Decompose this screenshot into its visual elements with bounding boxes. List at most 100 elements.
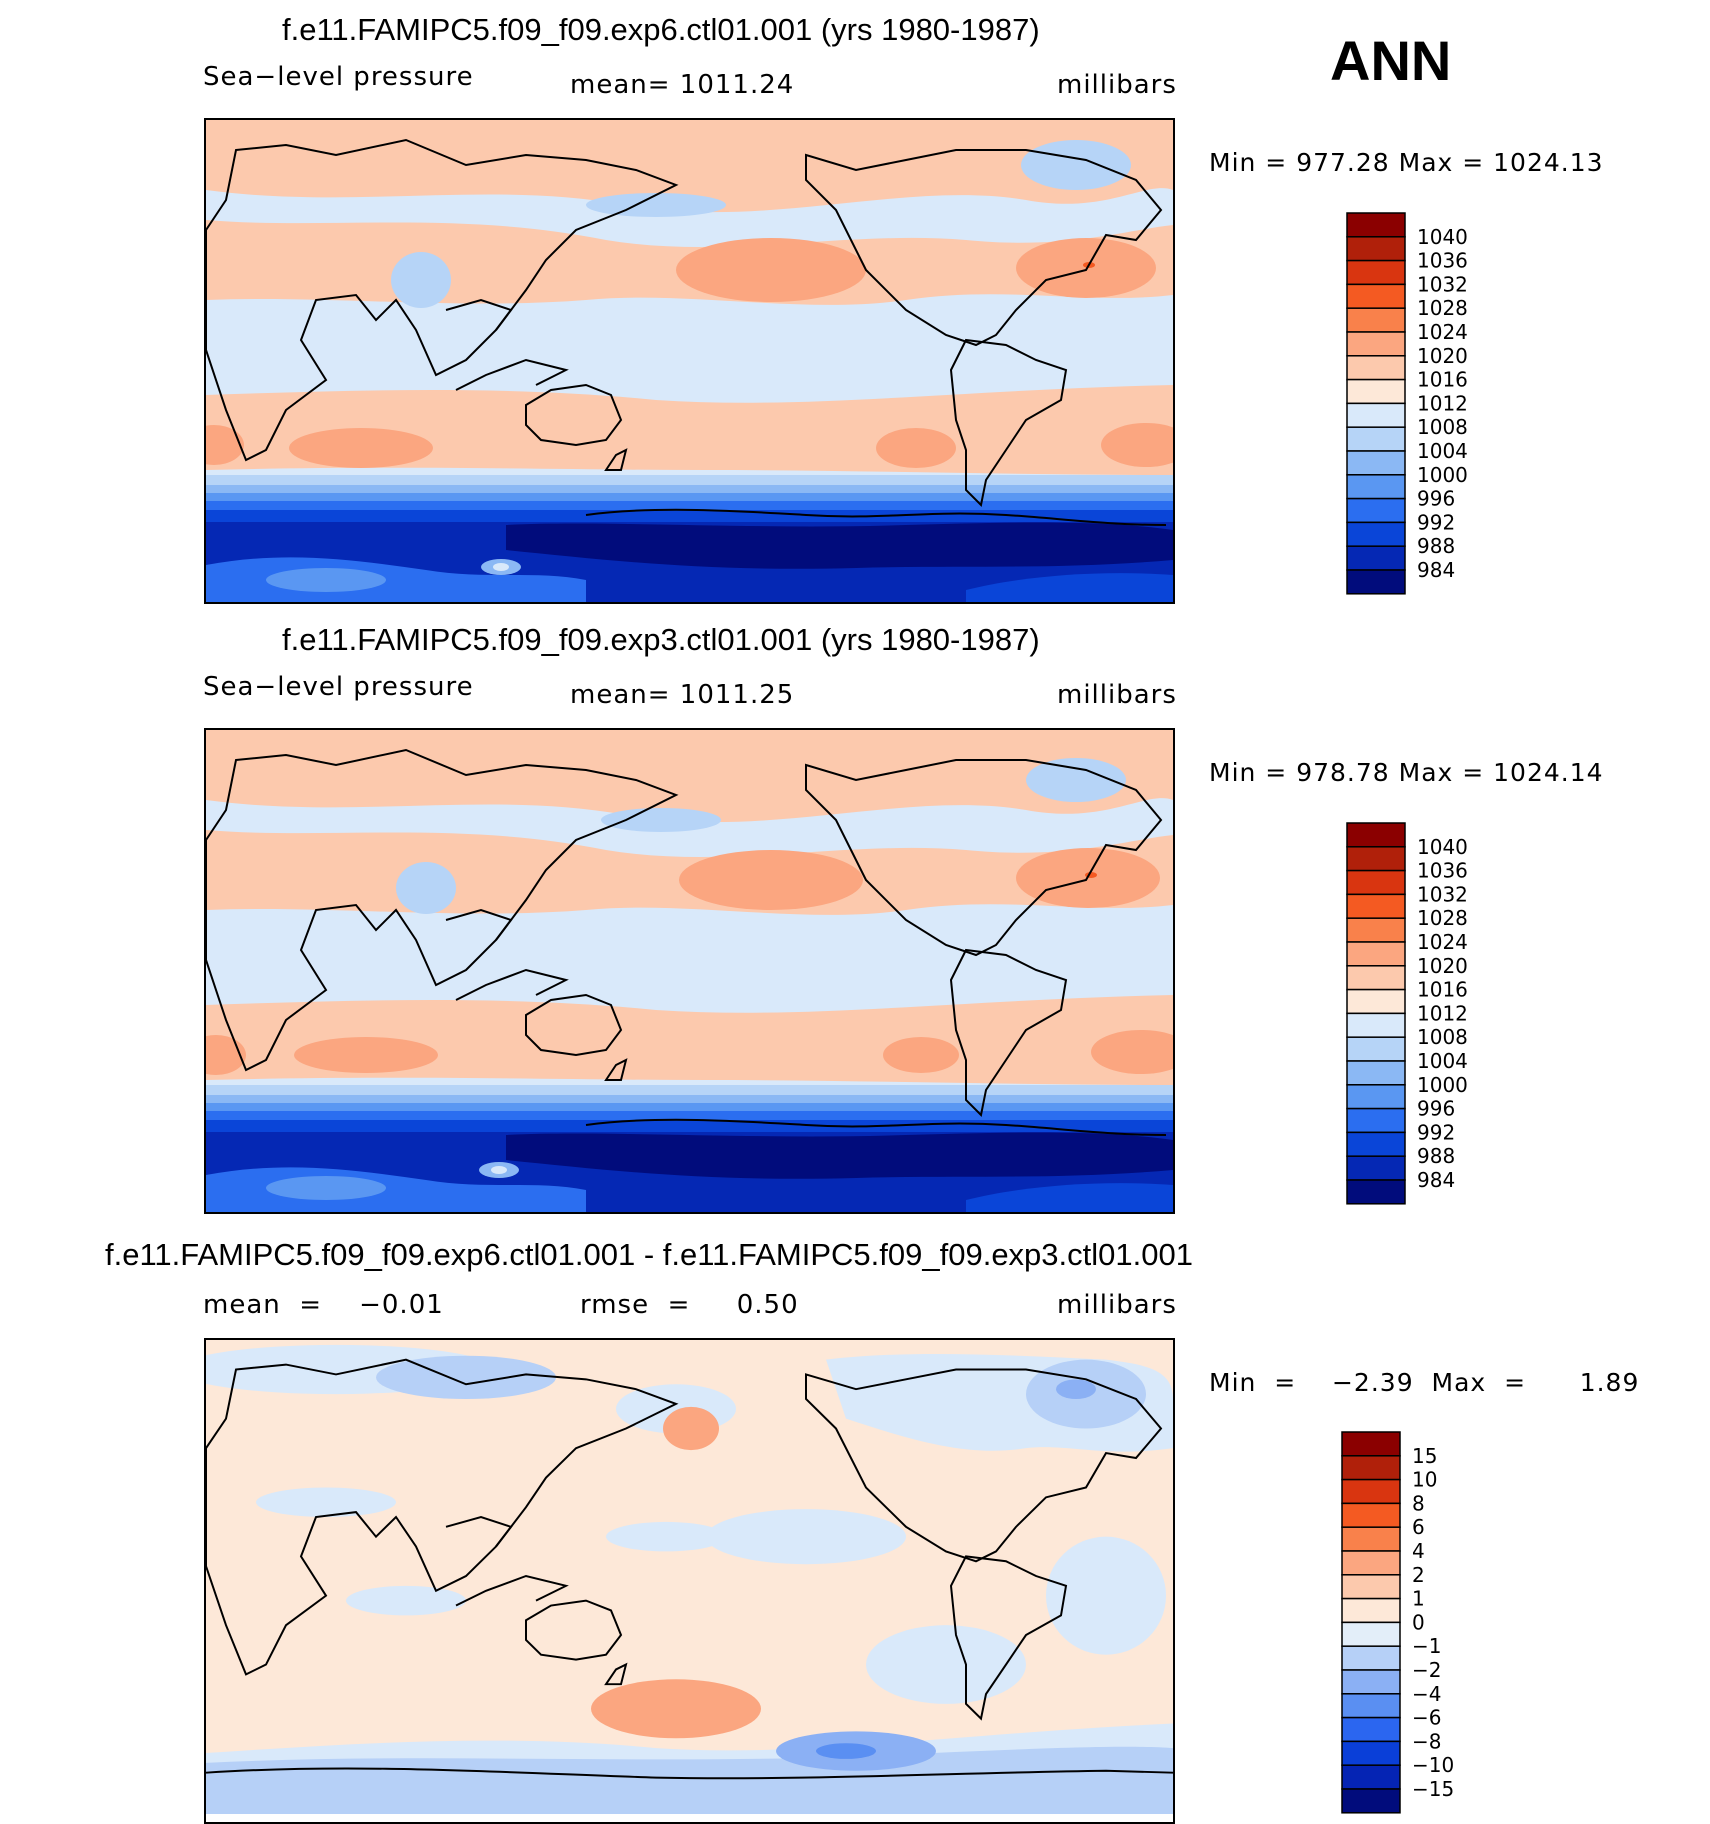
panel1-colorbar-swatch xyxy=(1346,307,1406,333)
panel1-units-label: millibars xyxy=(1057,70,1177,100)
panel1-aleutian-low xyxy=(586,193,726,217)
panel3-colorbar-swatch xyxy=(1341,1597,1401,1624)
panel1-colorbar-swatch xyxy=(1346,259,1406,286)
panel2-colorbar-label: 992 xyxy=(1417,1120,1455,1144)
panel2-colorbar-swatch xyxy=(1346,1179,1406,1205)
panel1-colorbar-label: 1032 xyxy=(1417,272,1468,296)
panel2-contour-plot xyxy=(206,730,1173,1212)
panel2-colorbar-label: 1036 xyxy=(1417,859,1468,883)
panel1-colorbar-label: 1012 xyxy=(1417,391,1468,415)
panel3-colorbar-label: −4 xyxy=(1412,1682,1441,1706)
panel1-colorbar-label: 992 xyxy=(1417,510,1455,534)
panel3-colorbar-label: 6 xyxy=(1412,1515,1425,1539)
panel2-colorbar-swatch xyxy=(1346,1060,1406,1086)
panel3-minmax-label: Min = −2.39 Max = 1.89 xyxy=(1209,1368,1640,1397)
panel2-colorbar-swatch xyxy=(1346,1036,1406,1062)
panel3-colorbar-label: 4 xyxy=(1412,1539,1425,1563)
panel2-colorbar-swatch xyxy=(1346,1131,1406,1157)
panel3-colorbar-swatch xyxy=(1341,1693,1401,1719)
panel2-units-label: millibars xyxy=(1057,680,1177,710)
panel2-colorbar-swatch xyxy=(1346,1084,1406,1110)
panel1-variable-label: Sea−level pressure xyxy=(203,62,474,92)
panel3-contour-plot xyxy=(206,1340,1173,1814)
panel3-colorbar-label: 15 xyxy=(1412,1444,1437,1468)
panel2-pacific-high xyxy=(679,850,863,910)
panel3-colorbar-swatch xyxy=(1341,1669,1401,1695)
panel1-colorbar-label: 1000 xyxy=(1417,463,1468,487)
panel3-colorbar-label: −6 xyxy=(1412,1706,1441,1730)
panel1-colorbar-swatch xyxy=(1346,331,1406,357)
panel3-colorbar-swatch xyxy=(1341,1788,1401,1814)
panel3-colorbar-label: −8 xyxy=(1412,1729,1441,1753)
panel1-colorbar-label: 996 xyxy=(1417,487,1455,511)
panel2-coastlines xyxy=(206,748,1167,1136)
panel1-icelandic-low xyxy=(1021,140,1131,190)
panel2-icelandic-low xyxy=(1026,758,1126,802)
panel1-colorbar-label: 1024 xyxy=(1417,320,1468,344)
panel1-colorbar: 1040 1036 1032 1028 1024 1020 1016 1012 1008 1004… xyxy=(1345,211,1505,595)
panel3-colorbar-label: −2 xyxy=(1412,1658,1441,1682)
panel2-colorbar-label: 1024 xyxy=(1417,930,1468,954)
panel2-variable-label: Sea−level pressure xyxy=(203,672,474,702)
panel2-map xyxy=(204,728,1175,1214)
panel2-colorbar-swatch xyxy=(1346,988,1406,1015)
panel3-colorbar-swatch xyxy=(1341,1740,1401,1766)
panel3-coastlines xyxy=(206,1358,1173,1780)
panel3-colorbar-label: −10 xyxy=(1412,1753,1454,1777)
panel3-colorbar-swatch xyxy=(1341,1574,1401,1600)
panel2-arctic-high xyxy=(206,730,1173,823)
panel2-colorbar: 1040 1036 1032 1028 1024 1020 1016 1012 1008 1004… xyxy=(1345,821,1505,1205)
panel1-colorbar-label: 1036 xyxy=(1417,249,1468,273)
panel1-colorbar-swatch xyxy=(1346,426,1406,452)
panel3-mean-label: mean = −0.01 xyxy=(203,1290,444,1320)
panel2-colorbar-swatch xyxy=(1346,893,1406,919)
panel2-colorbar-swatch xyxy=(1346,846,1406,872)
panel2-colorbar-label: 1028 xyxy=(1417,906,1468,930)
panel1-colorbar-label: 988 xyxy=(1417,534,1455,558)
panel2-colorbar-swatch xyxy=(1346,822,1406,848)
panel1-colorbar-label: 1016 xyxy=(1417,368,1468,392)
season-label: ANN xyxy=(1330,29,1452,92)
panel1-colorbar-label: 1008 xyxy=(1417,415,1468,439)
panel2-colorbar-swatch xyxy=(1346,1107,1406,1134)
panel2-colorbar-swatch xyxy=(1346,965,1406,991)
panel1-colorbar-swatch xyxy=(1346,450,1406,476)
panel2-colorbar-label: 1000 xyxy=(1417,1073,1468,1097)
panel3-colorbar-label: −1 xyxy=(1412,1634,1441,1658)
panel2-colorbar-swatch xyxy=(1346,941,1406,967)
panel1-colorbar-swatch xyxy=(1346,212,1406,238)
panel2-colorbar-swatch xyxy=(1346,1012,1406,1038)
panel1-contour-plot xyxy=(206,120,1173,602)
panel3-colorbar-swatch xyxy=(1341,1550,1401,1576)
panel1-arctic-high xyxy=(206,120,1173,213)
panel2-colorbar-label: 996 xyxy=(1417,1097,1455,1121)
panel1-coastlines xyxy=(206,138,1167,526)
panel2-colorbar-swatch xyxy=(1346,1155,1406,1181)
panel2-indian-low xyxy=(396,862,456,914)
panel2-mean-label: mean= 1011.25 xyxy=(570,680,795,710)
panel2-title: f.e11.FAMIPC5.f09_f09.exp3.ctl01.001 (yr… xyxy=(282,622,1040,657)
panel3-colorbar-label: 2 xyxy=(1412,1563,1425,1587)
panel1-colorbar-swatch xyxy=(1346,355,1406,381)
panel1-colorbar-swatch xyxy=(1346,236,1406,262)
panel3-colorbar-swatch xyxy=(1341,1431,1401,1457)
panel2-colorbar-label: 988 xyxy=(1417,1144,1455,1168)
panel2-colorbar-swatch xyxy=(1346,869,1406,896)
panel2-colorbar-label: 984 xyxy=(1417,1168,1455,1192)
panel3-tasman-pos xyxy=(591,1679,761,1739)
panel3-siberia-neg xyxy=(376,1355,556,1400)
panel3-colorbar-label: 1 xyxy=(1412,1587,1425,1611)
panel1-colorbar-label: 1040 xyxy=(1417,225,1468,249)
panel1-colorbar-swatch xyxy=(1346,545,1406,571)
panel3-colorbar-label: −15 xyxy=(1412,1777,1454,1801)
panel1-colorbar-label: 1004 xyxy=(1417,439,1468,463)
panel1-map xyxy=(204,118,1175,604)
panel3-colorbar-swatch xyxy=(1341,1526,1401,1552)
panel2-colorbar-label: 1040 xyxy=(1417,835,1468,859)
panel2-colorbar-label: 1032 xyxy=(1417,882,1468,906)
panel1-minmax-label: Min = 977.28 Max = 1024.13 xyxy=(1209,148,1604,177)
panel1-mean-label: mean= 1011.24 xyxy=(570,70,795,100)
panel3-kamchatka-pos xyxy=(663,1406,719,1451)
panel3-colorbar-swatch xyxy=(1341,1455,1401,1481)
